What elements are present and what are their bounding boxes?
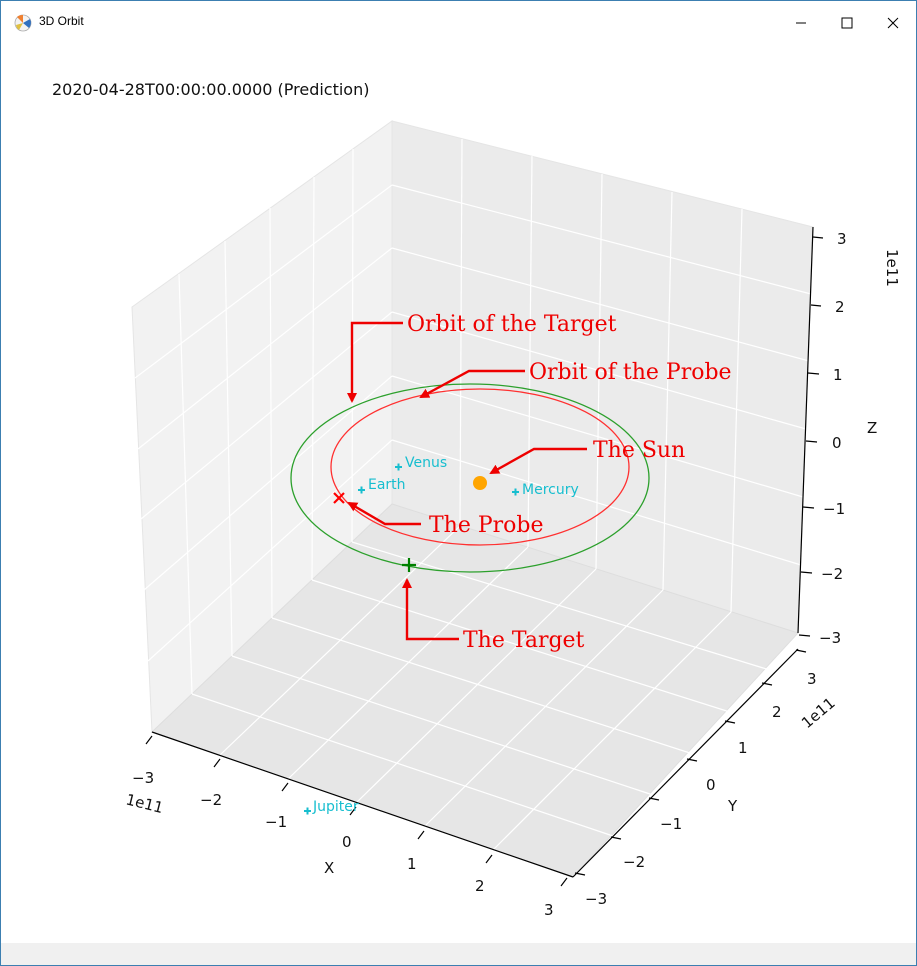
y-tick-label: 1 bbox=[738, 739, 748, 757]
z-tick-label: −1 bbox=[823, 500, 845, 518]
matplotlib-app-icon bbox=[14, 14, 32, 32]
orbit-target-arrow bbox=[347, 321, 403, 403]
x-axis-label: X bbox=[324, 859, 334, 877]
title-bar[interactable]: 3D Orbit bbox=[1, 1, 916, 45]
mercury-label: Mercury bbox=[522, 482, 579, 498]
z-tick-label: 1 bbox=[833, 366, 843, 384]
plot-timestamp: 2020-04-28T00:00:00.0000 (Prediction) bbox=[52, 80, 370, 99]
y-tick-label: −3 bbox=[585, 890, 607, 908]
earth-label: Earth bbox=[368, 477, 406, 493]
y-tick-label: 2 bbox=[772, 703, 782, 721]
target-annotation: The Target bbox=[463, 628, 585, 653]
y-tick-label: 3 bbox=[807, 670, 817, 688]
y-axis-exponent: 1e11 bbox=[798, 694, 839, 732]
y-tick-label: −2 bbox=[623, 853, 645, 871]
minimize-icon bbox=[796, 22, 806, 24]
earth-marker bbox=[358, 486, 365, 494]
probe-annotation: The Probe bbox=[429, 513, 544, 538]
planet-markers bbox=[304, 463, 519, 815]
sun-marker bbox=[473, 476, 487, 490]
probe-orbit bbox=[330, 388, 630, 546]
maximize-icon bbox=[841, 17, 853, 29]
window-title: 3D Orbit bbox=[39, 14, 84, 28]
orbit-target-annotation: Orbit of the Target bbox=[407, 312, 617, 337]
z-tick-label: −2 bbox=[821, 565, 843, 583]
target-arrow bbox=[402, 578, 459, 641]
orbit-probe-annotation: Orbit of the Probe bbox=[529, 360, 732, 385]
x-tick-label: 0 bbox=[342, 833, 352, 851]
z-axis-label: Z bbox=[867, 419, 877, 437]
y-axis-label: Y bbox=[727, 797, 738, 815]
sun-annotation: The Sun bbox=[593, 438, 685, 463]
target-orbit bbox=[290, 383, 650, 573]
z-tick-label: 2 bbox=[835, 298, 845, 316]
x-tick-label: −3 bbox=[132, 769, 154, 787]
y-tick-label: −1 bbox=[660, 815, 682, 833]
x-tick-label: −2 bbox=[200, 791, 222, 809]
z-axis-exponent: 1e11 bbox=[883, 249, 901, 287]
x-tick-label: 1 bbox=[407, 855, 417, 873]
status-bar bbox=[1, 943, 916, 965]
z-tick-label: −3 bbox=[819, 629, 841, 647]
venus-marker bbox=[395, 463, 402, 471]
sun-arrow bbox=[489, 447, 587, 475]
mercury-marker bbox=[512, 488, 519, 496]
y-tick-label: 0 bbox=[706, 776, 716, 794]
jupiter-marker bbox=[304, 807, 311, 815]
x-tick-label: −1 bbox=[265, 813, 287, 831]
orbit-3d-plot[interactable]: 3 2 1 0 −1 −2 −3 Z 1e11 −3 −2 −1 bbox=[1, 45, 916, 943]
z-axis: 3 2 1 0 −1 −2 −3 Z 1e11 bbox=[797, 226, 901, 647]
grid-lines bbox=[134, 138, 812, 852]
target-marker bbox=[402, 558, 416, 572]
x-tick-label: 3 bbox=[544, 901, 554, 919]
orbit-probe-arrow bbox=[419, 369, 525, 399]
close-icon bbox=[887, 17, 899, 29]
minimize-button[interactable] bbox=[778, 1, 824, 45]
y-axis: −3 −2 −1 0 1 2 3 Y 1e11 bbox=[572, 648, 839, 908]
venus-label: Venus bbox=[405, 455, 447, 471]
jupiter-label: Jupiter bbox=[312, 799, 359, 815]
x-tick-label: 2 bbox=[475, 877, 485, 895]
z-tick-label: 0 bbox=[832, 434, 842, 452]
maximize-button[interactable] bbox=[824, 1, 870, 45]
x-axis-exponent: 1e11 bbox=[124, 790, 165, 817]
annotation-arrows bbox=[347, 321, 587, 641]
z-tick-label: 3 bbox=[837, 230, 847, 248]
probe-arrow bbox=[347, 501, 421, 526]
probe-marker bbox=[333, 492, 345, 504]
close-button[interactable] bbox=[870, 1, 916, 45]
